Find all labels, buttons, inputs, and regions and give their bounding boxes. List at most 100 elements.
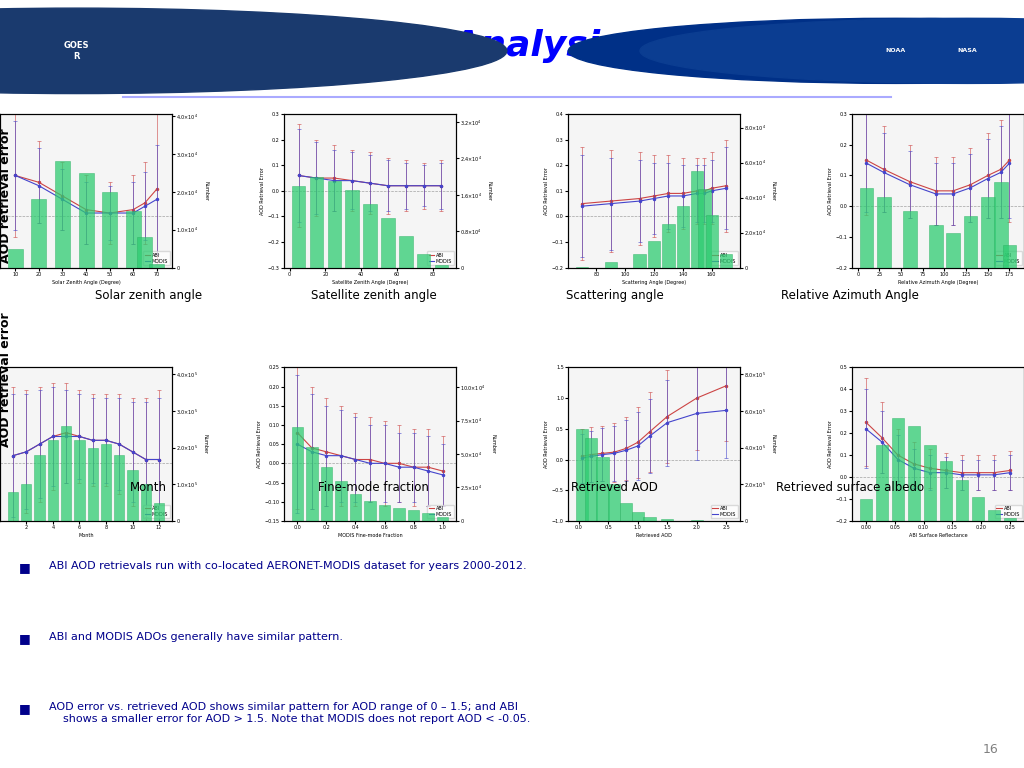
Bar (575, 429, 588, 521)
Y-axis label: AOD Retrieval Error: AOD Retrieval Error (828, 167, 834, 215)
Bar (379, 505, 390, 521)
X-axis label: Scattering Angle (Degree): Scattering Angle (Degree) (622, 280, 686, 285)
Bar (61, 425, 72, 521)
Legend: ABI, MODIS: ABI, MODIS (427, 505, 454, 518)
Bar (350, 494, 361, 521)
Text: Retrieved surface albedo: Retrieved surface albedo (776, 482, 924, 494)
Bar (964, 217, 977, 267)
Bar (100, 444, 112, 521)
Bar (102, 192, 117, 267)
Bar (620, 502, 632, 521)
Bar (1002, 245, 1016, 267)
Text: Relative Azimuth Angle: Relative Azimuth Angle (781, 290, 919, 302)
Y-axis label: Number: Number (771, 180, 776, 201)
X-axis label: MODIS Fine-mode Fraction: MODIS Fine-mode Fraction (338, 533, 402, 538)
Text: Scattering angle: Scattering angle (565, 290, 664, 302)
Bar (306, 447, 317, 521)
Bar (292, 427, 303, 521)
Legend: ABI, MODIS: ABI, MODIS (143, 251, 170, 265)
Y-axis label: AOD Retrieval Error: AOD Retrieval Error (544, 167, 549, 215)
Bar (22, 485, 32, 521)
Legend: ABI, MODIS: ABI, MODIS (711, 251, 737, 265)
Bar (929, 225, 942, 267)
Legend: ABI, MODIS: ABI, MODIS (711, 505, 737, 518)
Y-axis label: AOD Retrieval Error: AOD Retrieval Error (260, 167, 265, 215)
Y-axis label: Number: Number (771, 434, 776, 454)
Bar (706, 215, 718, 267)
Bar (585, 439, 597, 521)
Bar (988, 510, 1000, 521)
Text: 16: 16 (983, 743, 998, 756)
Bar (435, 265, 449, 267)
Text: ■: ■ (18, 632, 30, 645)
Legend: ABI, MODIS: ABI, MODIS (995, 505, 1022, 518)
Bar (140, 485, 151, 521)
Bar (604, 263, 616, 267)
Y-axis label: Number: Number (203, 434, 208, 454)
Bar (596, 457, 608, 521)
Bar (423, 513, 434, 521)
Text: GOES
R: GOES R (65, 41, 89, 61)
Bar (860, 499, 872, 521)
Bar (994, 182, 1008, 267)
Y-axis label: AOD Retrieval Error: AOD Retrieval Error (544, 420, 549, 468)
Bar (393, 508, 404, 521)
Text: Satellite zenith angle: Satellite zenith angle (311, 290, 436, 302)
Bar (677, 207, 689, 267)
Bar (55, 161, 70, 267)
Text: Solar zenith angle: Solar zenith angle (95, 290, 202, 302)
Text: AOD error vs. retrieved AOD shows similar pattern for AOD range of 0 – 1.5; and : AOD error vs. retrieved AOD shows simila… (49, 702, 530, 724)
Bar (662, 519, 674, 521)
X-axis label: Retrieved AOD: Retrieved AOD (636, 533, 672, 538)
Y-axis label: Number: Number (487, 180, 492, 201)
Bar (74, 440, 85, 521)
X-axis label: Relative Azimuth Angle (Degree): Relative Azimuth Angle (Degree) (898, 280, 978, 285)
Circle shape (640, 18, 1024, 84)
Text: AOD retrieval error: AOD retrieval error (0, 128, 11, 263)
Bar (381, 217, 394, 267)
Bar (87, 448, 98, 521)
Bar (981, 197, 994, 267)
Y-axis label: Number: Number (490, 434, 495, 454)
Circle shape (568, 18, 1024, 84)
Text: Retrieved AOD: Retrieved AOD (571, 482, 657, 494)
Bar (137, 237, 153, 267)
X-axis label: Solar Zenith Angle (Degree): Solar Zenith Angle (Degree) (51, 280, 121, 285)
Bar (908, 426, 920, 521)
Bar (32, 200, 46, 267)
Bar (292, 186, 305, 267)
Bar (437, 517, 449, 521)
Y-axis label: AOD Retrieval Error: AOD Retrieval Error (257, 420, 262, 468)
Legend: ABI, MODIS: ABI, MODIS (995, 251, 1022, 265)
Bar (972, 497, 984, 521)
Bar (608, 485, 621, 521)
Bar (345, 190, 358, 267)
Text: ABI AOD retrievals run with co-located AERONET-MODIS dataset for years 2000-2012: ABI AOD retrievals run with co-located A… (49, 561, 526, 571)
Legend: ABI, MODIS: ABI, MODIS (427, 251, 454, 265)
Text: NOAA: NOAA (886, 48, 906, 53)
Bar (691, 171, 703, 267)
Y-axis label: AOD Retrieval Error: AOD Retrieval Error (828, 420, 834, 468)
Bar (79, 173, 93, 267)
Text: Fine-mode fraction: Fine-mode fraction (318, 482, 429, 494)
Bar (364, 204, 377, 267)
Text: ■: ■ (18, 561, 30, 574)
Bar (150, 264, 164, 267)
Bar (309, 177, 324, 267)
Bar (892, 418, 904, 521)
Bar (328, 181, 341, 267)
Text: ■: ■ (18, 702, 30, 715)
Bar (877, 197, 891, 267)
Bar (8, 492, 18, 521)
Bar (860, 188, 873, 267)
Bar (643, 517, 655, 521)
Bar (924, 445, 936, 521)
Circle shape (0, 8, 507, 94)
Bar (903, 210, 916, 267)
Bar (720, 253, 732, 267)
Bar (126, 210, 140, 267)
Bar (35, 455, 45, 521)
Y-axis label: Number: Number (203, 180, 208, 201)
Bar (127, 469, 137, 521)
Bar (321, 468, 332, 521)
